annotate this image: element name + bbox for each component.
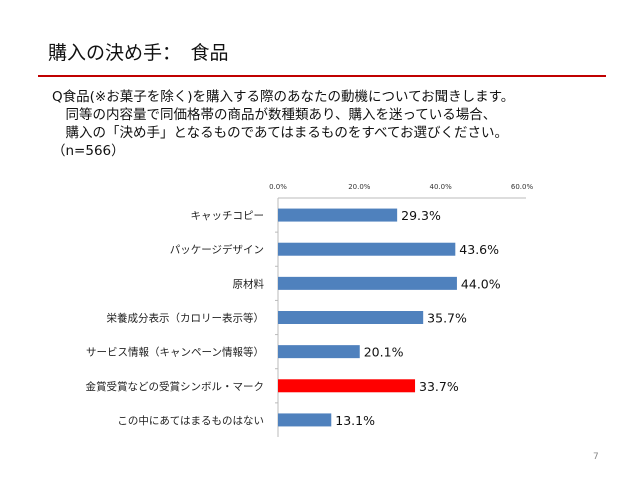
data-label: 20.1%	[364, 345, 404, 360]
question-text: Q食品(※お菓子を除く)を購入する際のあなたの動機についてお聞きします。 同等の…	[52, 88, 514, 160]
category-label: 金賞受賞などの受賞シンボル・マーク	[86, 380, 265, 393]
data-label: 44.0%	[461, 276, 501, 291]
data-label: 43.6%	[459, 242, 499, 257]
bar	[278, 345, 360, 359]
category-label: パッケージデザイン	[170, 243, 264, 256]
slide-title: 購入の決め手： 食品	[48, 42, 229, 64]
x-tick-label: 60.0%	[511, 183, 534, 191]
category-label: この中にあてはまるものはない	[117, 414, 264, 427]
x-tick-label: 40.0%	[430, 183, 453, 191]
page-number: 7	[593, 452, 599, 462]
question-line: 購入の「決め手」となるものであてはまるものをすべてお選びください。	[52, 125, 509, 141]
bar	[278, 413, 332, 427]
data-label: 29.3%	[401, 208, 441, 223]
x-tick-label: 20.0%	[348, 183, 371, 191]
bar	[278, 379, 416, 393]
category-label: 栄養成分表示（カロリー表示等）	[107, 312, 265, 325]
x-tick-label: 0.0%	[269, 183, 287, 191]
category-label: 原材料	[233, 277, 265, 290]
question-line: Q食品(※お菓子を除く)を購入する際のあなたの動機についてお聞きします。	[52, 89, 515, 105]
data-label: 13.1%	[335, 413, 375, 428]
bar	[278, 311, 424, 324]
sample-size: （n=566）	[52, 143, 125, 159]
data-label: 35.7%	[427, 311, 467, 326]
bar	[278, 208, 398, 222]
title-divider	[38, 75, 606, 77]
bar	[278, 276, 457, 290]
data-label: 33.7%	[419, 379, 459, 394]
category-label: キャッチコピー	[191, 210, 265, 222]
question-line: 同等の内容量で同価格帯の商品が数種類あり、購入を迷っている場合、	[52, 107, 497, 123]
category-label: サービス情報（キャンペーン情報等）	[86, 346, 264, 359]
bar	[278, 242, 456, 256]
